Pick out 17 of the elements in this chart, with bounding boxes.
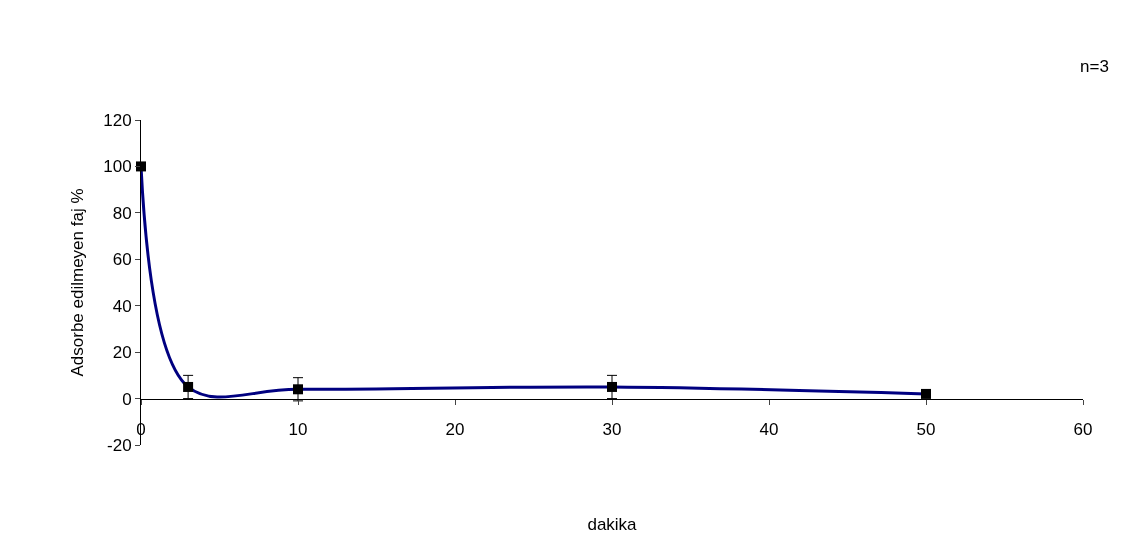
x-tick-label: 40: [759, 419, 779, 439]
x-tick-label: 20: [445, 419, 465, 439]
text: n=3: [1080, 57, 1109, 76]
y-tick-label: 120: [103, 110, 132, 130]
y-tick-label: -20: [107, 435, 132, 455]
y-tick-label: 0: [122, 389, 132, 409]
x-tick-label: 10: [288, 419, 308, 439]
y-tick-label: 60: [112, 250, 132, 270]
x-axis-title: dakika: [587, 515, 638, 535]
y-tick-label: 20: [112, 343, 132, 363]
y-tick-label: 40: [112, 296, 132, 316]
x-tick-label: 60: [1073, 419, 1093, 439]
y-axis-title: Adsorbe edilmeyen faj %: [67, 188, 87, 377]
x-tick-label: 30: [602, 419, 622, 439]
x-tick-label: 50: [916, 419, 936, 439]
y-tick-label: 100: [103, 157, 132, 177]
y-tick-label: 80: [112, 203, 132, 223]
